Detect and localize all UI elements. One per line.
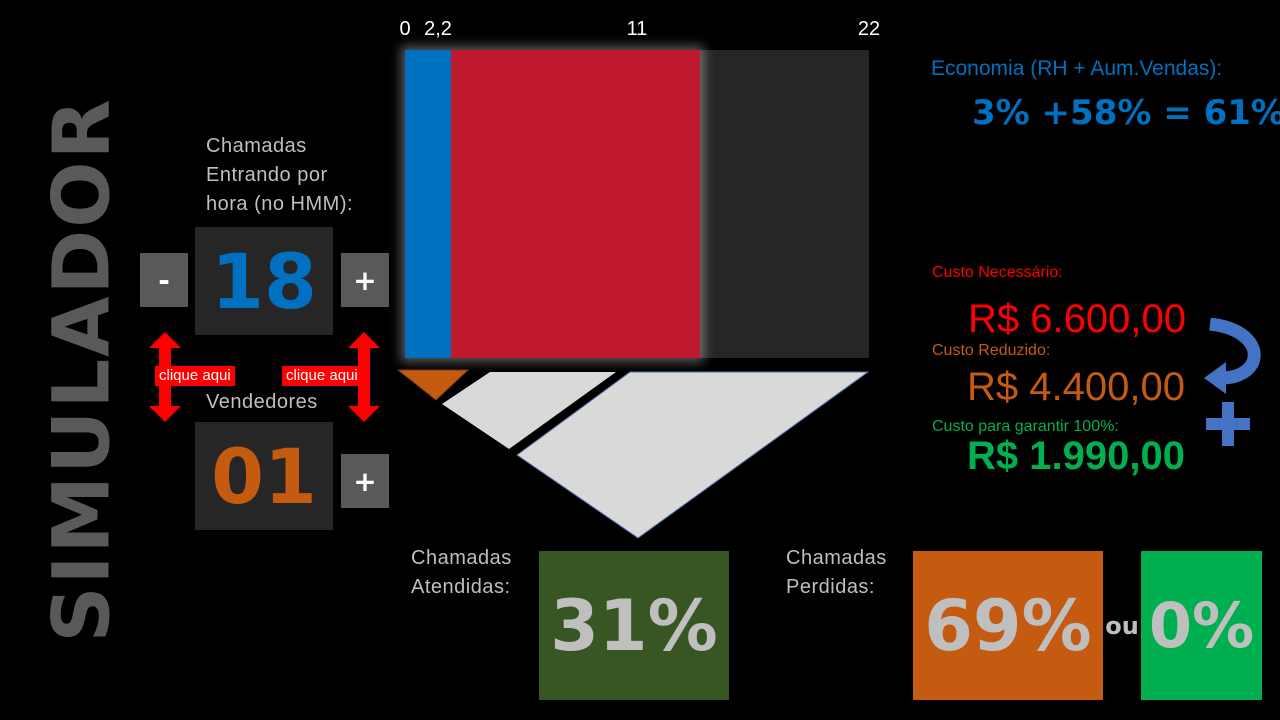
sellers-counter-display: 01 xyxy=(195,422,333,530)
economy-label-text: Economia (RH + Aum.Vendas): xyxy=(931,57,1223,80)
sellers-increment-button[interactable]: + xyxy=(341,454,389,508)
answered-calls-label-line1: Chamadas xyxy=(411,547,512,569)
click-here-hint-right: clique aqui xyxy=(282,366,362,386)
click-here-hint-left-text: clique aqui xyxy=(159,367,231,384)
bar-segment-perdidas xyxy=(451,50,701,358)
economy-formula: 3% +58% = 61% xyxy=(972,93,1280,133)
bar-segment-restante xyxy=(700,50,869,358)
click-here-hint-right-text: clique aqui xyxy=(286,367,358,384)
sellers-label-text: Vendedores xyxy=(206,391,318,413)
click-here-hint-left: clique aqui xyxy=(155,366,235,386)
bar-axis-tick: 22 xyxy=(857,18,881,40)
calls-label-line3: hora (no HMM): xyxy=(206,193,354,215)
answered-calls-percent-box: 31% xyxy=(539,551,729,700)
lost-calls-label-line2: Perdidas: xyxy=(786,576,875,598)
calls-counter-display: 18 xyxy=(195,227,333,335)
calls-bar xyxy=(405,50,869,358)
funnel-lower-strip xyxy=(516,371,870,539)
calls-increment-button[interactable]: + xyxy=(341,253,389,307)
funnel-answered-wedge xyxy=(396,369,470,401)
calls-decrement-button[interactable]: - xyxy=(140,253,188,307)
lost-calls-percent: 69% xyxy=(924,584,1092,667)
guarantee-cost-label: Custo para garantir 100%: xyxy=(932,418,1119,436)
simulator-title-text: SIMULADOR xyxy=(37,97,128,643)
calls-increment-label: + xyxy=(353,263,377,297)
or-separator: ou xyxy=(1103,612,1141,640)
guarantee-cost-label-text: Custo para garantir 100%: xyxy=(932,418,1119,435)
or-separator-text: ou xyxy=(1105,612,1139,640)
calls-counter-value: 18 xyxy=(211,236,317,326)
answered-calls-label: Chamadas Atendidas: xyxy=(411,544,512,602)
sellers-counter-value: 01 xyxy=(211,431,317,521)
funnel-upper-strip xyxy=(442,372,616,449)
guarantee-cost-value: R$ 1.990,00 xyxy=(967,434,1185,479)
needed-cost-label-text: Custo Necessário: xyxy=(932,264,1063,281)
guarantee-cost-value-text: R$ 1.990,00 xyxy=(967,434,1185,478)
calls-funnel-graphic xyxy=(396,369,870,539)
curved-arrow-icon xyxy=(1204,318,1261,394)
guaranteed-lost-percent-box: 0% xyxy=(1141,551,1262,700)
reduced-cost-value-text: R$ 4.400,00 xyxy=(967,365,1185,409)
answered-calls-percent: 31% xyxy=(550,584,718,667)
economy-label: Economia (RH + Aum.Vendas): xyxy=(931,57,1222,81)
needed-cost-label: Custo Necessário: xyxy=(932,264,1063,282)
calls-label-line2: Entrando por xyxy=(206,164,328,186)
guaranteed-lost-percent: 0% xyxy=(1148,589,1255,662)
reduced-cost-label: Custo Reduzido: xyxy=(932,342,1050,360)
simulator-title: SIMULADOR xyxy=(38,97,128,642)
reduced-cost-label-text: Custo Reduzido: xyxy=(932,342,1051,359)
lost-calls-label-line1: Chamadas xyxy=(786,547,887,569)
calls-decrement-label: - xyxy=(158,263,170,297)
needed-cost-value-text: R$ 6.600,00 xyxy=(968,297,1186,341)
economy-formula-text: 3% +58% = 61% xyxy=(972,93,1280,133)
calls-label-line1: Chamadas xyxy=(206,135,307,157)
calls-label: Chamadas Entrando por hora (no HMM): xyxy=(206,132,353,219)
bar-segment-atendidas xyxy=(405,50,452,358)
reduced-cost-value: R$ 4.400,00 xyxy=(967,365,1185,410)
bar-axis-tick: 0 xyxy=(399,18,411,40)
vertical-double-arrow-icon xyxy=(348,332,380,422)
bar-axis-tick: 2,2 xyxy=(424,18,452,40)
bar-axis-tick: 11 xyxy=(626,18,648,40)
lost-calls-percent-box: 69% xyxy=(913,551,1103,700)
plus-icon xyxy=(1206,402,1250,446)
needed-cost-value: R$ 6.600,00 xyxy=(968,297,1186,342)
sellers-increment-label: + xyxy=(353,464,377,498)
lost-calls-label: Chamadas Perdidas: xyxy=(786,544,887,602)
answered-calls-label-line2: Atendidas: xyxy=(411,576,511,598)
sellers-label: Vendedores xyxy=(206,388,318,417)
